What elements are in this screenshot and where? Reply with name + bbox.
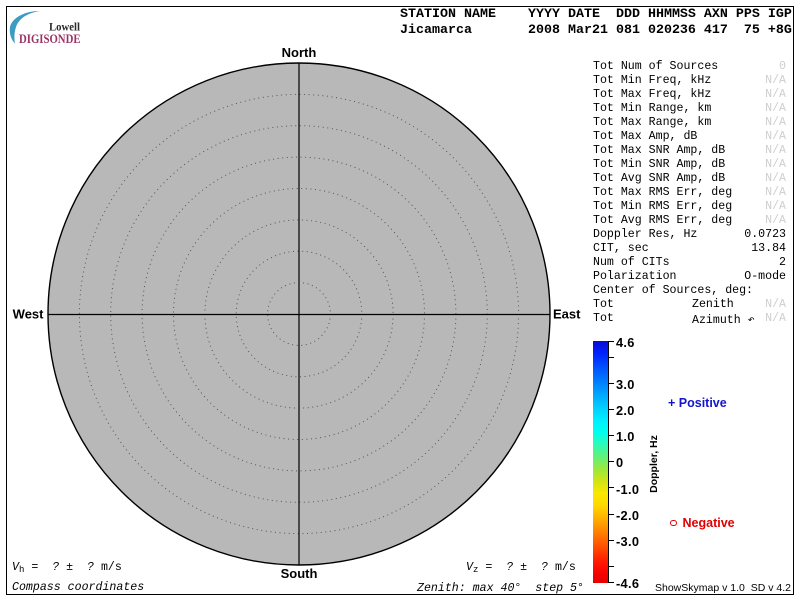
svg-text:West: West (13, 307, 44, 322)
svg-text:Lowell: Lowell (49, 22, 80, 34)
svg-text:East: East (553, 307, 581, 322)
svg-text:DIGISONDE: DIGISONDE (19, 31, 81, 46)
svg-text:North: North (282, 45, 317, 60)
svg-text:South: South (281, 566, 318, 581)
